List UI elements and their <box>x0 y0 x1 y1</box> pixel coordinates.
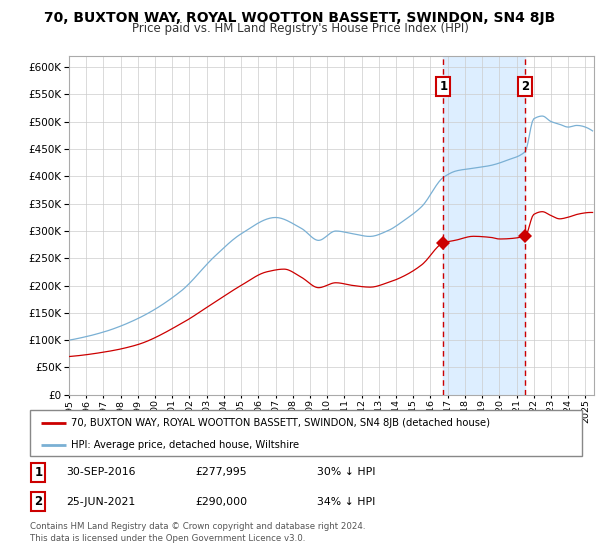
Text: £277,995: £277,995 <box>196 467 247 477</box>
Text: 34% ↓ HPI: 34% ↓ HPI <box>317 497 376 507</box>
Text: 25-JUN-2021: 25-JUN-2021 <box>66 497 135 507</box>
FancyBboxPatch shape <box>30 410 582 456</box>
Text: Price paid vs. HM Land Registry's House Price Index (HPI): Price paid vs. HM Land Registry's House … <box>131 22 469 35</box>
Bar <box>443 56 525 395</box>
Text: 2: 2 <box>34 495 43 508</box>
Text: 70, BUXTON WAY, ROYAL WOOTTON BASSETT, SWINDON, SN4 8JB (detached house): 70, BUXTON WAY, ROYAL WOOTTON BASSETT, S… <box>71 418 490 428</box>
Text: 30% ↓ HPI: 30% ↓ HPI <box>317 467 376 477</box>
Text: 30-SEP-2016: 30-SEP-2016 <box>66 467 136 477</box>
Text: Contains HM Land Registry data © Crown copyright and database right 2024.
This d: Contains HM Land Registry data © Crown c… <box>30 522 365 543</box>
Text: 2: 2 <box>521 80 529 93</box>
Text: 1: 1 <box>34 465 43 479</box>
Text: 1: 1 <box>439 80 448 93</box>
Text: HPI: Average price, detached house, Wiltshire: HPI: Average price, detached house, Wilt… <box>71 440 299 450</box>
Text: 70, BUXTON WAY, ROYAL WOOTTON BASSETT, SWINDON, SN4 8JB: 70, BUXTON WAY, ROYAL WOOTTON BASSETT, S… <box>44 11 556 25</box>
Text: £290,000: £290,000 <box>196 497 248 507</box>
